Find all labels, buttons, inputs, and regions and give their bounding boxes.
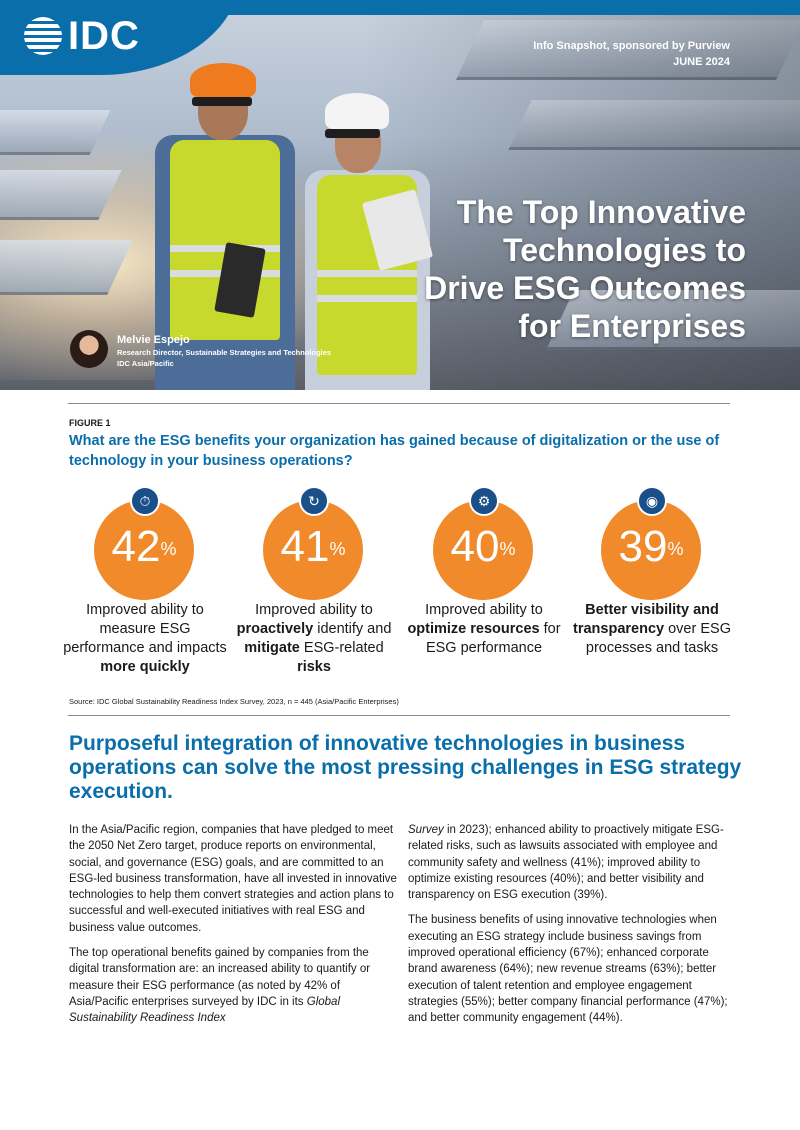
section-headline: Purposeful integration of innovative tec… xyxy=(69,732,742,803)
divider xyxy=(68,715,730,716)
gear-people-icon: ⚙ xyxy=(469,486,499,516)
sponsor-block: Info Snapshot, sponsored by Purview JUNE… xyxy=(533,38,730,70)
page-title: The Top Innovative Technologies to Drive… xyxy=(326,193,746,345)
stat-description: Better visibility and transparency over … xyxy=(573,602,731,656)
title-line: for Enterprises xyxy=(518,308,746,344)
title-line: The Top Innovative xyxy=(456,194,746,230)
logo-text: IDC xyxy=(68,14,140,58)
idc-logo: IDC xyxy=(24,16,140,56)
figure-question: What are the ESG benefits your organizat… xyxy=(69,433,720,469)
stat-description: Improved ability to proactively identify… xyxy=(236,602,392,675)
stat-value: 41% xyxy=(280,522,346,571)
divider xyxy=(68,403,730,404)
paragraph: The business benefits of using innovativ… xyxy=(408,914,728,1025)
figure-source: Source: IDC Global Sustainability Readin… xyxy=(69,697,399,706)
paragraph: Survey in 2023); enhanced ability to pro… xyxy=(408,824,724,902)
engineer-man xyxy=(140,55,310,390)
title-line: Drive ESG Outcomes xyxy=(424,270,746,306)
sponsor-line: Info Snapshot, sponsored by Purview xyxy=(533,40,730,52)
globe-icon xyxy=(24,17,62,55)
stat-circle: 42% xyxy=(94,500,194,600)
stat-value: 39% xyxy=(618,522,684,571)
author-name: Melvie Espejo xyxy=(117,334,190,346)
stat-circle: 41% xyxy=(263,500,363,600)
shield-cycle-icon: ↻ xyxy=(299,486,329,516)
body-column-left: In the Asia/Pacific region, companies th… xyxy=(69,822,399,1036)
hero-banner: IDC Info Snapshot, sponsored by Purview … xyxy=(0,0,800,390)
stat-value: 40% xyxy=(450,522,516,571)
author-block: Melvie Espejo Research Director, Sustain… xyxy=(117,333,331,369)
paragraph: In the Asia/Pacific region, companies th… xyxy=(69,824,397,934)
eye-icon: ◉ xyxy=(637,486,667,516)
figure-label: FIGURE 1 xyxy=(69,418,111,428)
body-column-right: Survey in 2023); enhanced ability to pro… xyxy=(408,822,738,1036)
stat-description: Improved ability to optimize resources f… xyxy=(407,602,561,656)
engineer-woman xyxy=(295,85,445,390)
publish-date: JUNE 2024 xyxy=(673,56,730,68)
stat-value: 42% xyxy=(111,522,177,571)
paragraph: The top operational benefits gained by c… xyxy=(69,947,371,1025)
author-avatar xyxy=(70,330,108,368)
gauge-icon: ⏱ xyxy=(130,486,160,516)
author-org: IDC Asia/Pacific xyxy=(117,359,174,368)
title-line: Technologies to xyxy=(503,232,746,268)
stat-circle: 39% xyxy=(601,500,701,600)
stat-circle: 40% xyxy=(433,500,533,600)
author-role: Research Director, Sustainable Strategie… xyxy=(117,348,332,357)
stat-description: Improved ability to measure ESG performa… xyxy=(63,602,227,675)
